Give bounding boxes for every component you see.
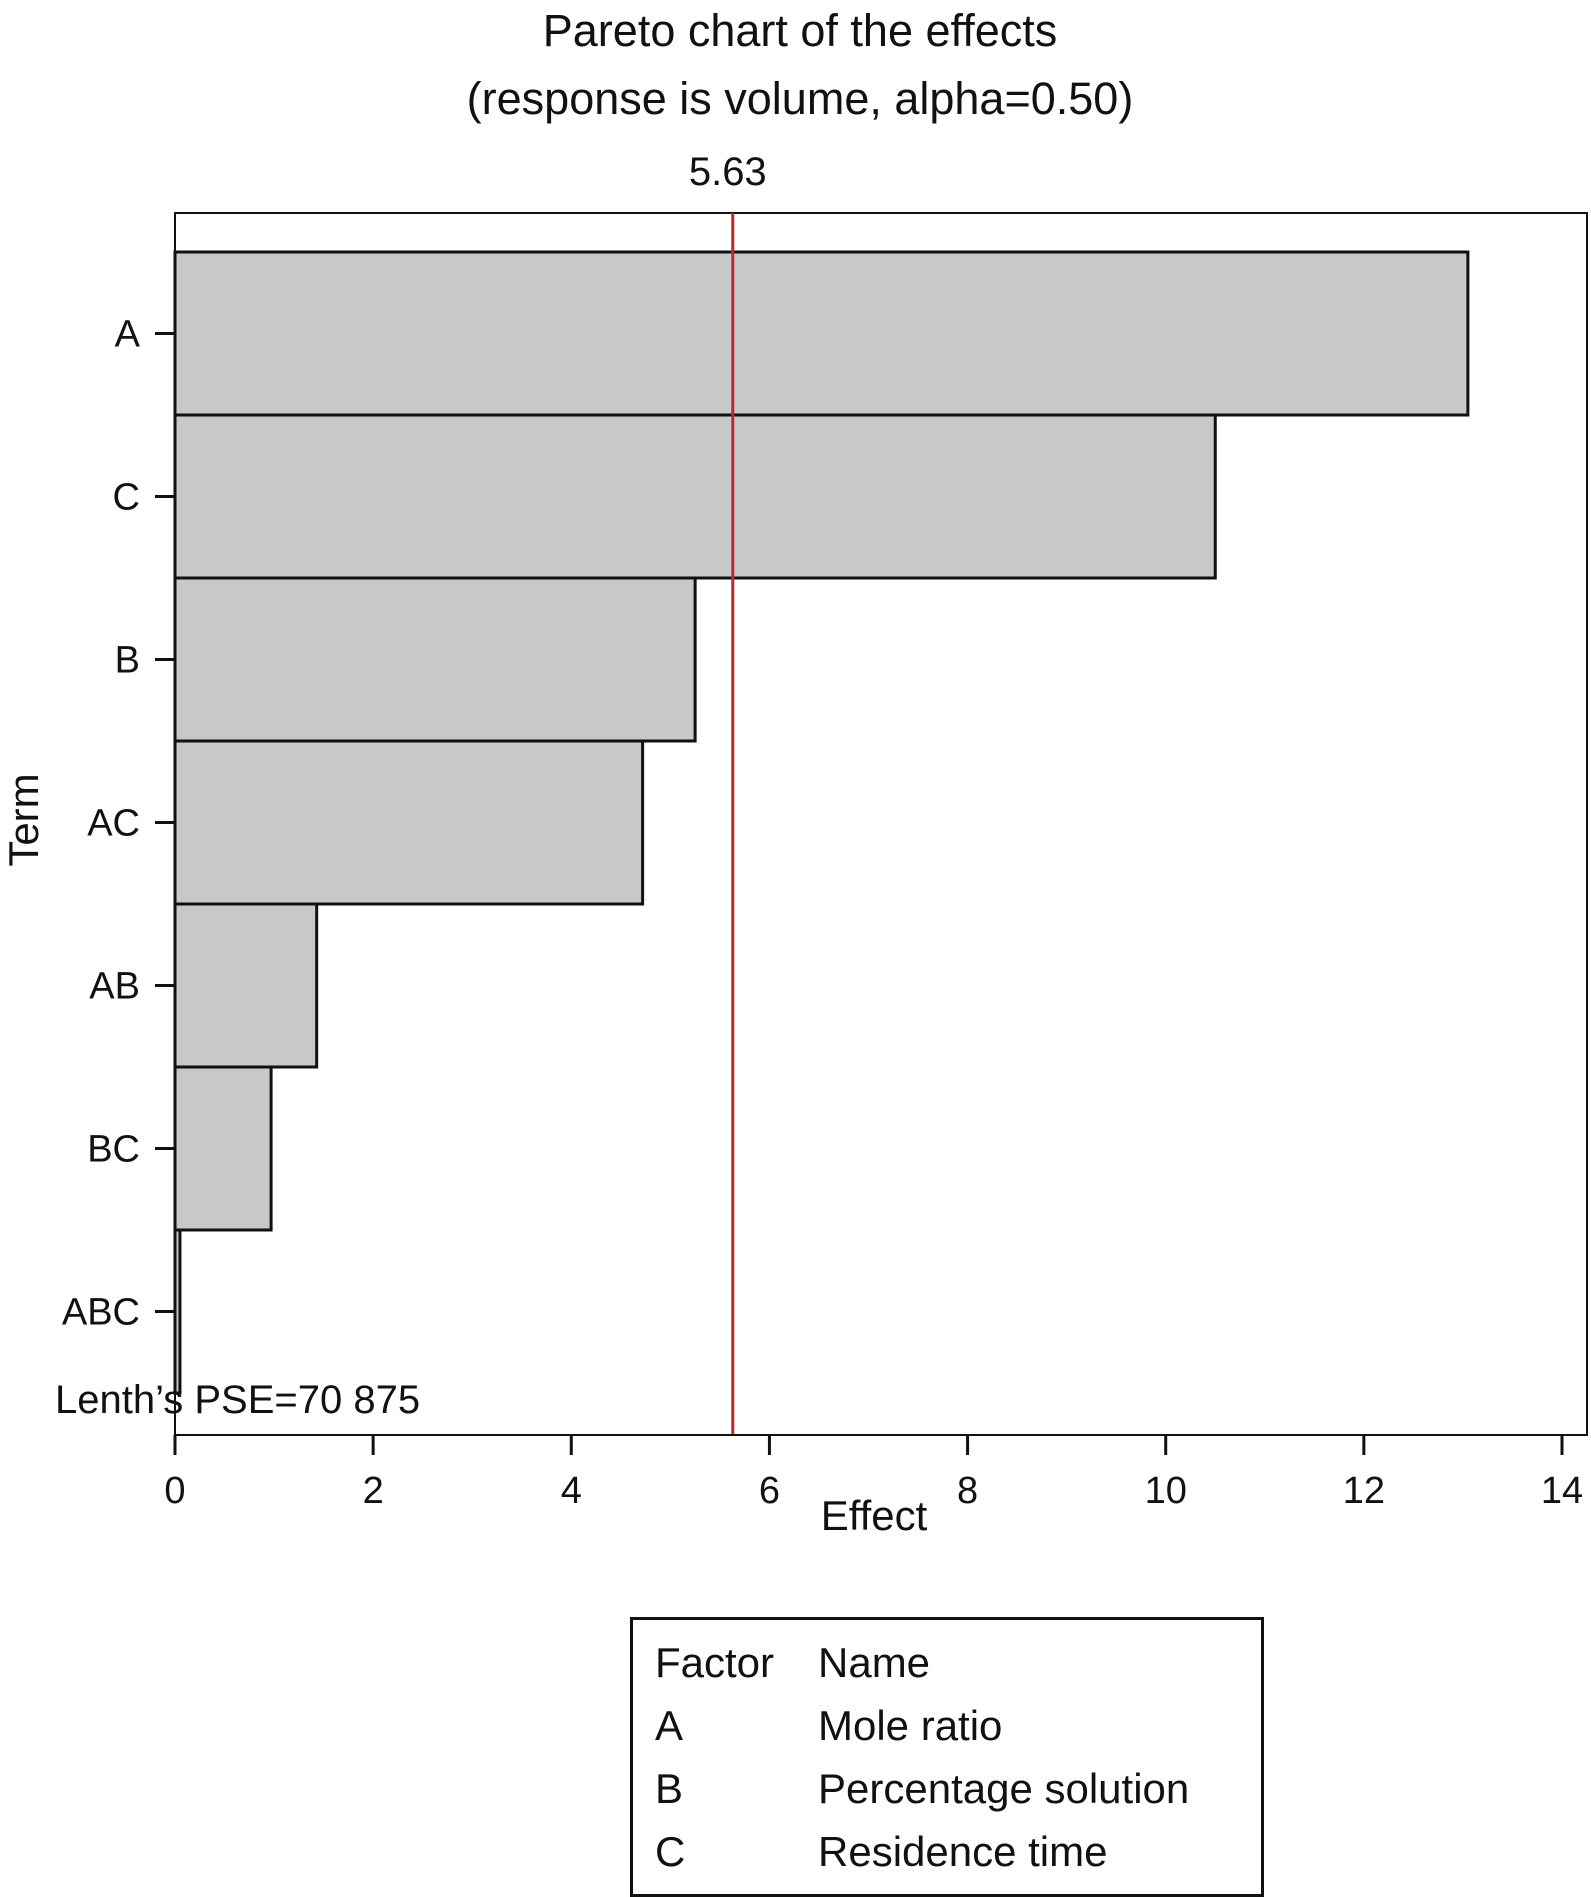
factor-header: Factor [655,1639,775,1686]
y-tick-label: A [115,314,141,356]
chart-subtitle: (response is volume, alpha=0.50) [467,73,1134,124]
x-tick-label: 14 [1541,1470,1583,1512]
bar-a [173,250,1470,417]
reference-line-layer: 5.63 [689,150,767,1435]
y-tick-label: C [113,477,140,519]
y-axis-label: Term [0,773,47,866]
bars-layer [173,250,1470,1395]
y-tick-label: AB [89,966,140,1008]
y-tick-label: BC [87,1129,140,1171]
factor-table-row: A Mole ratio [655,1701,1261,1764]
x-tick-label: 8 [957,1470,978,1512]
factor-name: Residence time [818,1828,1108,1875]
chart-title: Pareto chart of the effects [543,5,1057,56]
factor-table-header: Factor Name [655,1638,1261,1701]
bar-bc [173,1065,273,1232]
x-tick-label: 4 [561,1470,582,1512]
x-ticks-layer: 0 2 4 6 8 10 12 14 [164,1435,1583,1512]
factor-code: C [655,1828,686,1875]
factor-code: A [655,1702,684,1749]
bar-ac [173,739,645,906]
factor-code: B [655,1765,684,1812]
x-tick-label: 0 [164,1470,185,1512]
x-tick-label: 12 [1343,1470,1385,1512]
bar-c [173,413,1217,580]
bar-ab [173,902,319,1069]
bar-b [173,576,697,743]
y-tick-label: B [115,640,140,682]
reference-line-label: 5.63 [689,150,767,194]
factor-legend-table: Factor Name A Mole ratio B Percentage so… [630,1617,1264,1897]
lenth-pse-note: Lenth’s PSE=70 875 [55,1378,421,1422]
factor-table-row: B Percentage solution [655,1764,1261,1827]
factor-name: Percentage solution [818,1765,1190,1812]
factor-name: Mole ratio [818,1702,1003,1749]
x-tick-label: 6 [759,1470,780,1512]
y-tick-label: ABC [62,1292,140,1334]
bar-abc [173,1228,182,1395]
factor-table-row: C Residence time [655,1827,1261,1890]
name-header: Name [818,1639,931,1686]
y-tick-label: AC [87,803,140,845]
x-tick-label: 10 [1145,1470,1187,1512]
x-axis-label: Effect [821,1492,928,1539]
x-tick-label: 2 [363,1470,384,1512]
